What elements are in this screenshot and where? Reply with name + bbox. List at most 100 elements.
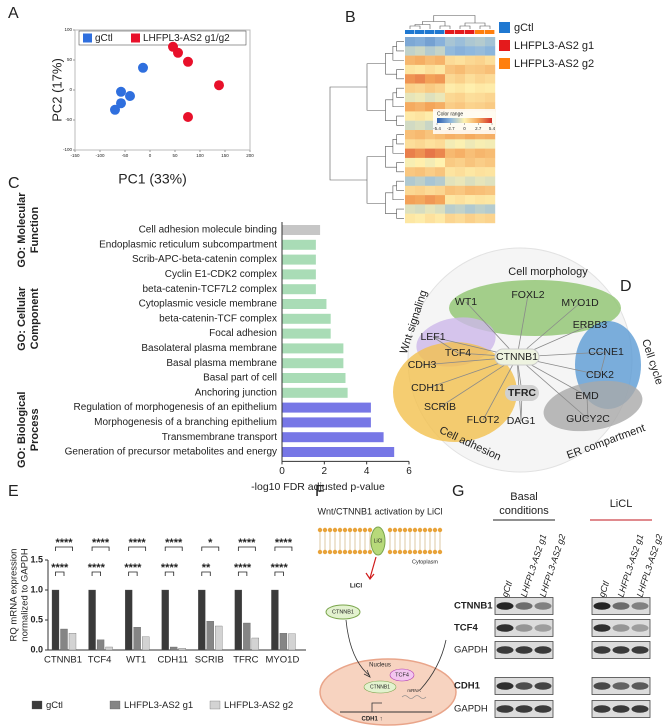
- bar: [282, 417, 371, 428]
- heatmap-cell: [465, 176, 476, 186]
- blot-band: [631, 602, 649, 610]
- panel-label: C: [8, 175, 20, 192]
- bar: [282, 269, 316, 280]
- x-tick-label: 0: [279, 466, 285, 477]
- legend-label: gCtl: [95, 33, 113, 44]
- dendrogram: [392, 185, 404, 201]
- heatmap-cell: [475, 176, 486, 186]
- heatmap-cell: [435, 213, 446, 224]
- category-label: Generation of precursor metabolites and …: [65, 447, 277, 458]
- blot-band: [593, 624, 611, 632]
- legend-label: LHFPL3-AS2 g1: [124, 700, 193, 711]
- cluster-label: Cell cycle: [639, 338, 665, 386]
- dendrogram: [439, 25, 451, 29]
- significance-bracket: [201, 571, 211, 576]
- dendrogram: [396, 180, 404, 191]
- x-tick-label: WT1: [126, 655, 146, 666]
- legend-swatch: [31, 700, 43, 710]
- heatmap-cell: [465, 157, 476, 168]
- heatmap-cell: [465, 37, 476, 47]
- heatmap-cell: [475, 167, 486, 177]
- heatmap-cell: [405, 46, 416, 56]
- blot-band: [496, 646, 514, 654]
- heatmap-cell: [405, 157, 416, 168]
- blot-strip: [494, 619, 554, 637]
- lipid-head: [417, 549, 423, 555]
- color-tick-label: -5.4: [433, 126, 441, 131]
- color-tick-label: 5.4: [489, 126, 496, 131]
- heatmap-cell: [455, 195, 466, 205]
- bar: [234, 589, 243, 651]
- heatmap-cell: [435, 148, 446, 159]
- heatmap-cell: [425, 130, 436, 140]
- bar: [282, 328, 331, 339]
- significance-label: *: [208, 537, 213, 549]
- blot-band: [496, 602, 514, 610]
- heatmap-cell: [445, 130, 456, 140]
- significance-label: ****: [88, 562, 106, 574]
- significance-bracket: [274, 571, 284, 576]
- legend-swatch: [499, 58, 510, 69]
- heatmap-cell: [405, 120, 416, 131]
- panel-label: D: [620, 278, 632, 295]
- lipid-head: [422, 527, 428, 533]
- legend-swatch: [209, 700, 221, 710]
- blot-band: [496, 705, 514, 713]
- group-label: GO: Biological: [16, 392, 28, 468]
- bar: [282, 402, 371, 413]
- hub-box: [494, 348, 540, 366]
- cluster-label: Cell morphology: [508, 266, 588, 278]
- blot-band: [631, 682, 649, 690]
- significance-label: **: [202, 562, 211, 574]
- blot-band: [534, 705, 552, 713]
- dendrogram: [396, 87, 404, 98]
- heatmap-cell: [425, 37, 436, 47]
- dendrogram: [385, 52, 397, 75]
- heatmap-cell: [475, 148, 486, 159]
- lipid-head: [332, 549, 338, 555]
- heatmap-cell: [425, 83, 436, 93]
- heatmap-cell: [425, 111, 436, 121]
- heatmap-cell: [405, 204, 416, 214]
- dendrogram: [396, 69, 404, 80]
- heatmap-cell: [435, 64, 446, 75]
- node-label: WT1: [455, 296, 477, 308]
- arrow: [371, 702, 382, 712]
- bar: [60, 628, 68, 651]
- node-label: FOXL2: [511, 289, 544, 301]
- heatmap-cell: [475, 213, 486, 224]
- dendrogram: [366, 156, 386, 204]
- lipid-head: [392, 527, 398, 533]
- heatmap-cell: [475, 46, 486, 56]
- heatmap-cell: [415, 176, 426, 186]
- heatmap-cell: [445, 167, 456, 177]
- heatmap-cell: [475, 195, 486, 205]
- blot-band: [593, 602, 611, 610]
- panel-label: E: [8, 483, 19, 500]
- node-label: LEF1: [420, 331, 445, 343]
- cluster: [543, 380, 643, 432]
- node-label: CDH11: [411, 382, 445, 394]
- heatmap-cell: [415, 74, 426, 84]
- y-tick-label: 50: [67, 57, 73, 62]
- category-label: Morphogenesis of a branching epithelium: [94, 417, 277, 428]
- nucleus-label: Nucleus: [369, 663, 391, 669]
- legend-label: gCtl: [514, 22, 534, 34]
- heatmap-cell: [435, 167, 446, 177]
- column-group-bar: [455, 30, 465, 34]
- heatmap-cell: [405, 195, 416, 205]
- lane-label: gCtl: [597, 579, 612, 598]
- heatmap-cell: [455, 176, 466, 186]
- significance-label: ****: [234, 562, 252, 574]
- dendrogram: [396, 41, 404, 52]
- heatmap-cell: [455, 157, 466, 168]
- dendrogram: [329, 86, 367, 181]
- legend-swatch: [499, 40, 510, 51]
- heatmap-cell: [415, 185, 426, 196]
- heatmap-cell: [485, 148, 496, 159]
- heatmap-cell: [485, 130, 496, 140]
- cytoplasm-label: Cytoplasm: [412, 559, 438, 565]
- heatmap-cell: [455, 204, 466, 214]
- heatmap-cell: [425, 46, 436, 56]
- lipid-head: [342, 527, 348, 533]
